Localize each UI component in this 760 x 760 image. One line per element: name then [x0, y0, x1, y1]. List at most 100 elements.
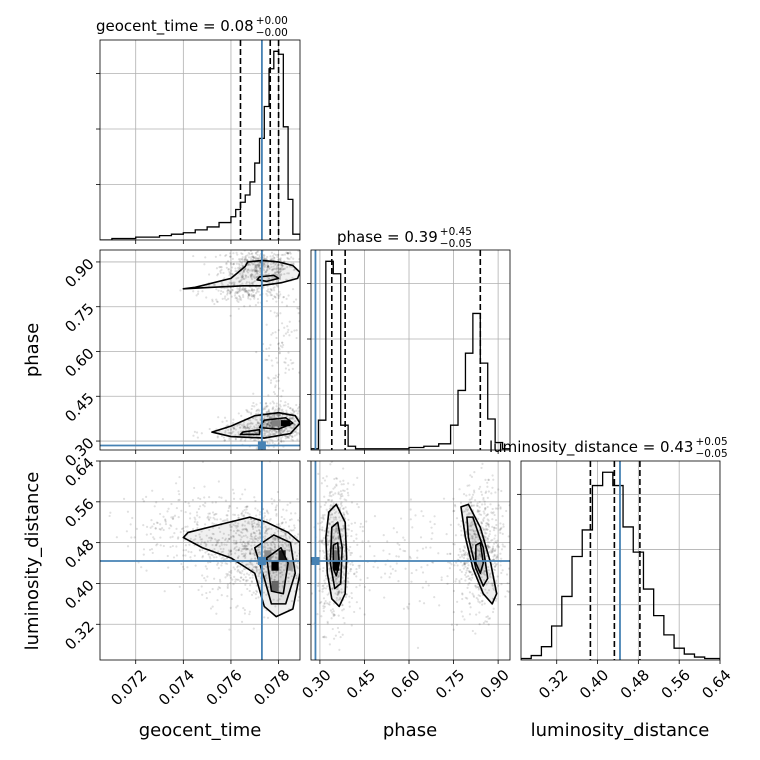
panel-phase-vs-geocent-time-sample-point [235, 270, 238, 273]
panel-luminosity-distance-vs-phase-sample-point [463, 546, 466, 549]
panel-phase-vs-geocent-time-sample-point [277, 425, 281, 429]
panel-phase-vs-geocent-time-truth-marker [257, 441, 266, 450]
panel-phase-vs-geocent-time-sample-point [278, 431, 281, 434]
panel-luminosity-distance-vs-phase-sample-point [470, 573, 474, 577]
panel-luminosity-distance-vs-phase-sample-point [468, 501, 471, 504]
panel-luminosity-distance-vs-geocent-time-sample-point [239, 534, 242, 537]
panel-phase-vs-geocent-time-sample-point [251, 281, 255, 285]
panel-phase-vs-geocent-time-sample-point [239, 287, 242, 290]
panel-phase-vs-geocent-time-contour-4 [239, 428, 261, 436]
panel-phase-vs-geocent-time-sample-point [240, 258, 243, 261]
panel-phase-vs-geocent-time-sample-point [244, 276, 247, 279]
panel-luminosity-distance-vs-phase-sample-point [463, 562, 466, 566]
panel-luminosity-distance-vs-phase-sample-point [338, 631, 341, 634]
panel-luminosity-distance-vs-phase-sample-point [491, 584, 494, 587]
panel-luminosity-distance-vs-geocent-time-sample-point [278, 598, 281, 601]
panel-luminosity-distance-vs-geocent-time-plot-area [100, 461, 300, 660]
panel-phase-vs-geocent-time-sample-point [250, 273, 253, 276]
panel-phase-vs-geocent-time-sample-point [224, 431, 227, 434]
panel-phase-vs-geocent-time-sample-point [281, 408, 284, 411]
panel-phase-vs-geocent-time-sample-point [255, 266, 258, 270]
panel-phase-vs-geocent-time-sample-point [245, 274, 248, 278]
panel-luminosity-distance-vs-geocent-time-sample-point [257, 528, 261, 532]
panel-luminosity-distance-vs-phase-sample-point [486, 518, 489, 521]
panel-luminosity-distance-vs-phase-sample-point [330, 500, 333, 503]
panel-luminosity-distance-vs-geocent-time-sample-point [258, 532, 261, 536]
panel-luminosity-distance-vs-phase-sample-point [481, 462, 484, 465]
panel-phase-vs-geocent-time-sample-point [213, 302, 216, 306]
panel-luminosity-distance-vs-geocent-time-sample-point [213, 518, 216, 521]
panel-luminosity-distance-vs-phase-sample-point [343, 557, 346, 560]
panel-luminosity-distance-vs-geocent-time-sample-point [281, 545, 285, 548]
panel-luminosity-distance-vs-phase-sample-point [463, 545, 466, 548]
panel-phase-vs-geocent-time-contour-3 [258, 416, 294, 430]
panel-luminosity-distance-vs-phase-sample-point [470, 534, 473, 538]
panel-phase-vs-geocent-time-sample-point [256, 250, 259, 254]
panel-luminosity-distance-vs-phase-sample-point [493, 554, 497, 557]
panel-phase-vs-geocent-time-sample-point [271, 254, 275, 258]
panel-phase-vs-geocent-time-sample-point [255, 447, 258, 450]
panel-phase-vs-geocent-time-sample-point [243, 425, 246, 428]
panel-luminosity-distance-vs-geocent-time-sample-point [133, 536, 136, 539]
panel-luminosity-distance-vs-phase-sample-point [409, 518, 412, 521]
panel-luminosity-distance-vs-geocent-time-sample-point [232, 492, 236, 495]
panel-phase-vs-geocent-time-sample-point [259, 293, 262, 297]
panel-luminosity-distance-vs-geocent-time-sample-point [135, 527, 138, 530]
panel-luminosity-distance-vs-geocent-time-sample-point [251, 525, 254, 528]
panel-luminosity-distance-vs-geocent-time-sample-point [171, 544, 174, 548]
panel-luminosity-distance-vs-geocent-time-sample-point [182, 554, 185, 557]
panel-luminosity-distance-vs-phase-sample-point [480, 493, 484, 496]
panel-luminosity-distance-vs-phase-sample-point [495, 556, 498, 559]
panel-luminosity-distance-vs-phase-sample-point [486, 566, 490, 569]
panel-luminosity-distance-vs-phase-sample-point [484, 507, 487, 510]
panel-phase-vs-geocent-time-sample-point [276, 314, 279, 317]
panel-luminosity-distance-vs-geocent-time-sample-point [197, 496, 200, 500]
panel-luminosity-distance-vs-geocent-time-sample-point [258, 551, 261, 554]
panel-luminosity-distance-vs-geocent-time-sample-point [196, 514, 199, 517]
panel-phase-vs-geocent-time-sample-point [243, 268, 246, 271]
panel-luminosity-distance-vs-phase-sample-point [324, 599, 327, 603]
panel-luminosity-distance-vs-geocent-time-sample-point [265, 529, 268, 533]
panel-phase-vs-geocent-time-sample-point [254, 438, 257, 442]
panel-phase-vs-geocent-time-sample-point [277, 347, 281, 350]
panel-phase-vs-geocent-time-sample-point [278, 387, 281, 390]
panel-luminosity-distance-vs-phase-sample-point [331, 520, 335, 523]
panel-luminosity-distance-vs-phase-sample-point [368, 545, 372, 548]
panel-phase-vs-geocent-time-sample-point [279, 263, 283, 266]
panel-luminosity-distance-vs-phase-sample-point [506, 589, 509, 593]
panel-luminosity-distance-vs-phase-sample-point [328, 494, 331, 497]
panel-luminosity-distance-vs-geocent-time-sample-point [206, 575, 209, 578]
panel-phase-vs-geocent-time-sample-point [242, 426, 245, 430]
panel-phase-vs-geocent-time-sample-point [221, 297, 224, 300]
panel-phase-vs-geocent-time-sample-point [237, 262, 241, 265]
panel-luminosity-distance-vs-geocent-time-sample-point [217, 480, 220, 483]
panel-luminosity-distance-vs-geocent-time-sample-point [272, 598, 275, 601]
panel-luminosity-distance-vs-phase-sample-point [395, 555, 398, 558]
panel-luminosity-distance-vs-phase-sample-point [493, 537, 496, 540]
panel-luminosity-distance-vs-phase-sample-point [334, 528, 338, 531]
panel-luminosity-distance-vs-geocent-time-sample-point [196, 526, 199, 530]
panel-phase-vs-geocent-time-sample-point [238, 434, 241, 437]
panel-luminosity-distance-vs-phase-sample-point [484, 539, 487, 542]
panel-phase-vs-geocent-time-sample-point [238, 295, 242, 298]
panel-luminosity-distance-vs-geocent-time-sample-point [194, 538, 197, 541]
panel-phase-vs-geocent-time-sample-point [272, 256, 276, 259]
panel-luminosity-distance-vs-phase-sample-point [487, 580, 490, 584]
panel-luminosity-distance-vs-geocent-time-sample-point [277, 545, 281, 548]
panel-luminosity-distance-vs-phase-sample-point [460, 610, 463, 613]
panel-phase-vs-geocent-time-sample-point [269, 255, 272, 258]
panel-luminosity-distance-vs-geocent-time-sample-point [235, 545, 238, 548]
panel-phase-vs-geocent-time-sample-point [242, 288, 245, 291]
panel-phase-vs-geocent-time-sample-point [274, 262, 278, 265]
panel-phase-vs-geocent-time-sample-point [269, 425, 272, 428]
panel-luminosity-distance-vs-geocent-time-sample-point [264, 535, 267, 538]
panel-luminosity-distance-vs-phase-sample-point [320, 516, 323, 519]
panel-luminosity-distance-vs-phase-sample-point [350, 624, 353, 627]
panel-phase-vs-geocent-time-sample-point [268, 277, 271, 281]
panel-phase-vs-geocent-time-sample-point [279, 344, 282, 348]
panel-luminosity-distance-vs-phase-sample-point [494, 599, 497, 602]
panel-phase-vs-geocent-time-sample-point [285, 251, 288, 254]
panel-luminosity-distance-vs-phase-sample-point [477, 586, 480, 589]
panel-phase-vs-geocent-time-sample-point [248, 304, 252, 307]
title-plus: +0.45 [440, 226, 472, 238]
